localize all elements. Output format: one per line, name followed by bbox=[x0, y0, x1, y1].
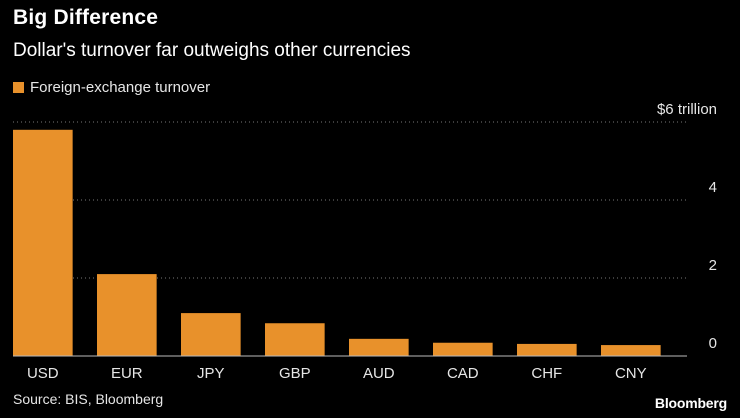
source-note: Source: BIS, Bloomberg bbox=[13, 391, 164, 407]
bar bbox=[517, 343, 577, 356]
bar bbox=[265, 323, 325, 356]
bar bbox=[97, 274, 157, 356]
x-tick-label: CAD bbox=[447, 365, 479, 382]
y-tick-label: 0 bbox=[709, 335, 717, 352]
y-tick-label: $6 trillion bbox=[657, 101, 717, 118]
x-tick-label: CNY bbox=[615, 365, 647, 382]
bar bbox=[349, 338, 409, 356]
x-tick-label: AUD bbox=[363, 365, 395, 382]
bloomberg-logo: Bloomberg bbox=[654, 395, 727, 411]
bar bbox=[433, 342, 493, 356]
chart-title: Big Difference bbox=[13, 6, 159, 29]
bar bbox=[13, 129, 73, 356]
x-tick-label: GBP bbox=[279, 365, 311, 382]
legend-label: Foreign-exchange turnover bbox=[30, 79, 211, 96]
chart-subtitle: Dollar's turnover far outweighs other cu… bbox=[13, 40, 411, 61]
legend: Foreign-exchange turnover bbox=[13, 79, 210, 96]
y-tick-label: 2 bbox=[709, 257, 717, 274]
bar bbox=[181, 313, 241, 356]
x-tick-label: EUR bbox=[111, 365, 143, 382]
x-tick-label: USD bbox=[27, 365, 59, 382]
bar bbox=[601, 345, 661, 356]
x-tick-label: JPY bbox=[197, 365, 225, 382]
y-tick-label: 4 bbox=[709, 179, 717, 196]
legend-swatch bbox=[13, 82, 24, 93]
x-tick-label: CHF bbox=[531, 365, 562, 382]
